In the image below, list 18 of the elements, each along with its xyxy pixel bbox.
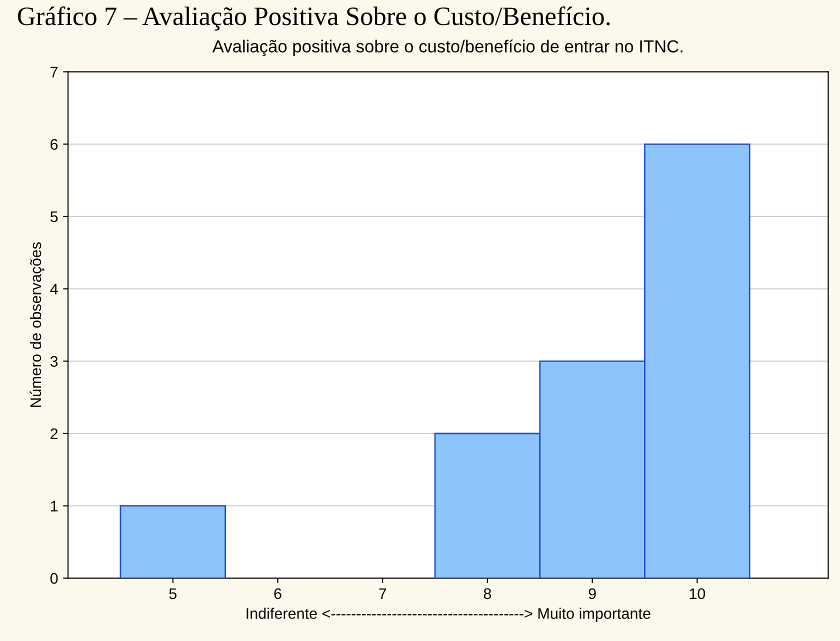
text: Gráfico 7 – Avaliação Positiva Sobre o Custo/Benefício. [18,6,610,31]
y-tick-label: 1 [50,500,58,512]
x-tick-label: 10 [690,588,706,600]
y-tick-label: 0 [50,573,58,584]
x-axis-title: Indiferente <--------------------------------------> Muito importante [246,608,650,622]
y-tick-label: 6 [50,139,58,150]
y-tick-label: 3 [50,356,58,367]
y-tick-label: 4 [50,284,58,294]
x-tick-label: 6 [274,588,282,600]
x-tick-label: 8 [484,588,492,600]
y-tick-label: 7 [50,66,58,78]
y-tick-label: 2 [50,428,58,440]
x-tick-label: 7 [379,588,386,599]
chart-title: Avaliação positiva sobre o custo/benefício de entrar no ITNC. [212,40,682,56]
y-axis-title: Número de observações [30,242,44,407]
y-tick-label: 5 [50,212,58,222]
x-tick-label: 5 [169,588,177,600]
x-tick-label: 9 [588,588,596,600]
